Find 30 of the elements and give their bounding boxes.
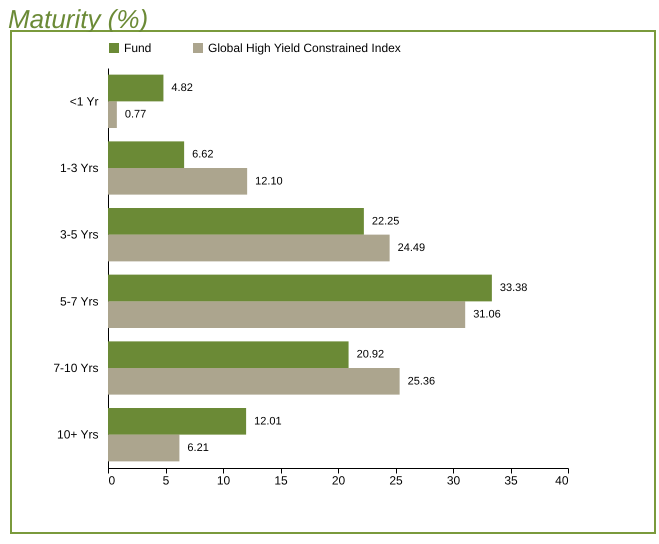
data-label: 22.25 — [372, 215, 400, 228]
x-tick-label: 30 — [446, 474, 460, 488]
y-tick-label: 1-3 Yrs — [60, 161, 98, 175]
legend-label: Global High Yield Constrained Index — [208, 41, 401, 55]
x-tick-label: 25 — [389, 474, 403, 488]
data-label: 0.77 — [124, 108, 146, 121]
x-tick-label: 40 — [555, 474, 569, 488]
data-label: 6.21 — [187, 442, 209, 454]
x-tick-label: 10 — [216, 474, 230, 488]
legend-label: Fund — [124, 41, 152, 55]
data-label: 12.10 — [255, 175, 283, 188]
x-tick-label: 0 — [108, 474, 116, 488]
y-tick-label: 5-7 Yrs — [60, 294, 98, 308]
data-label: 24.49 — [398, 242, 426, 254]
data-label: 6.62 — [192, 148, 214, 161]
y-tick-label: 10+ Yrs — [57, 428, 98, 442]
data-label: 4.82 — [171, 82, 193, 94]
x-tick-label: 35 — [504, 474, 518, 488]
y-tick-label: 7-10 Yrs — [53, 361, 98, 375]
data-label: 31.06 — [473, 308, 501, 321]
chart-title: Maturity (%) — [8, 4, 150, 34]
data-label: 33.38 — [500, 282, 528, 294]
y-tick-label: <1 Yr — [70, 94, 98, 108]
data-label: 12.01 — [254, 415, 282, 428]
x-tick-label: 20 — [332, 474, 346, 488]
x-tick-label: 5 — [162, 474, 170, 488]
x-tick-label: 15 — [274, 474, 288, 488]
y-tick-label: 3-5 Yrs — [60, 228, 98, 242]
data-label: 25.36 — [408, 375, 436, 388]
data-label: 20.92 — [356, 348, 384, 361]
